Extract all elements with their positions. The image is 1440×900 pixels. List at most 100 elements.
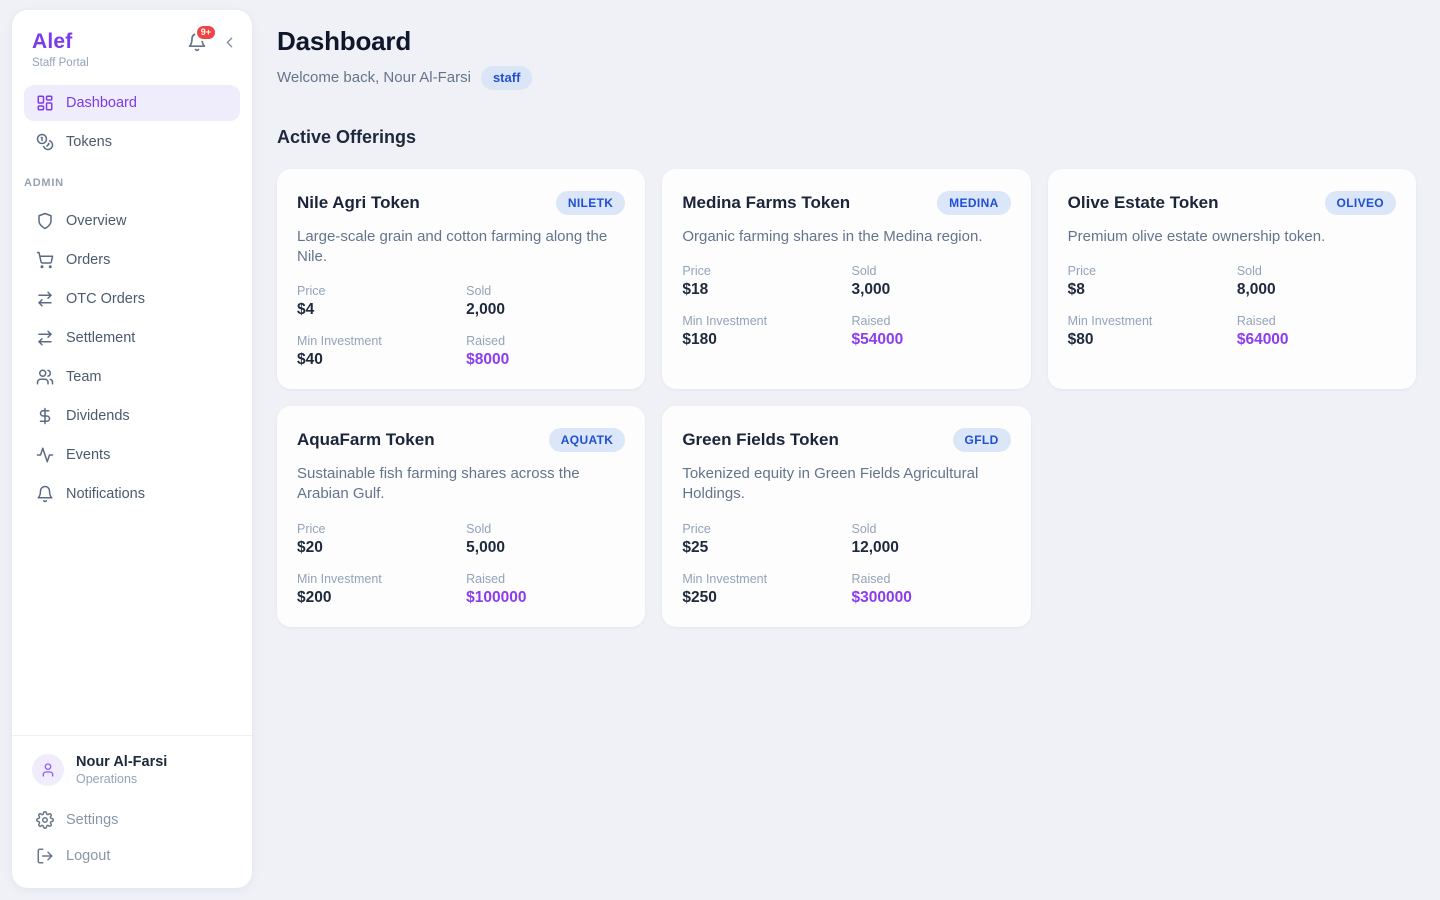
logout-label: Logout	[66, 848, 111, 864]
stat-min-value: $200	[297, 588, 332, 606]
nav-item-label: OTC Orders	[66, 291, 145, 307]
stat-raised-value: $54000	[851, 330, 904, 348]
sidebar-item-orders[interactable]: Orders	[24, 242, 240, 278]
coins-icon	[36, 133, 54, 151]
stat-raised: Raised $100000	[466, 572, 625, 607]
sidebar-item-overview[interactable]: Overview	[24, 203, 240, 239]
offering-name: Nile Agri Token	[297, 192, 420, 212]
sidebar-item-settlement[interactable]: Settlement	[24, 320, 240, 356]
user-icon	[40, 762, 56, 778]
sidebar-footer: Nour Al-Farsi Operations Settings Logout	[12, 735, 252, 888]
stat-min-label: Min Investment	[682, 571, 768, 586]
stat-raised: Raised $54000	[851, 314, 1010, 349]
sidebar-item-notifications[interactable]: Notifications	[24, 476, 240, 512]
sidebar-item-tokens[interactable]: Tokens	[24, 124, 240, 160]
sidebar-item-logout[interactable]: Logout	[24, 838, 240, 874]
layout-dashboard-icon	[36, 94, 54, 112]
stat-sold-value: 5,000	[466, 538, 505, 556]
token-symbol-badge: AQUATK	[548, 428, 626, 453]
sidebar-item-events[interactable]: Events	[24, 437, 240, 473]
stat-price-label: Price	[297, 521, 326, 536]
stat-sold-value: 12,000	[851, 538, 899, 556]
admin-section-label: ADMIN	[24, 177, 64, 189]
user-role: Operations	[76, 772, 138, 786]
stat-price: Price $18	[682, 264, 841, 299]
stat-sold: Sold 8,000	[1237, 264, 1396, 299]
offering-card: Olive Estate Token OLIVEO Premium olive …	[1047, 168, 1416, 390]
stat-sold-label: Sold	[851, 263, 877, 278]
sidebar-item-otc-orders[interactable]: OTC Orders	[24, 281, 240, 317]
nav-item-label: Notifications	[66, 486, 145, 502]
stat-price-label: Price	[682, 263, 711, 278]
notifications-bell-button[interactable]: 9+	[187, 24, 217, 52]
activity-icon	[36, 446, 54, 464]
nav-item-label: Overview	[66, 213, 127, 229]
stat-min-investment: Min Investment $80	[1068, 314, 1227, 349]
stat-min-value: $180	[682, 330, 717, 348]
offering-name: Medina Farms Token	[682, 192, 851, 212]
sidebar: Alef Staff Portal 9+ Dashboard Tokens AD…	[12, 10, 252, 888]
arrows-swap-icon	[36, 290, 54, 308]
notification-count-badge: 9+	[194, 24, 217, 41]
stat-price-value: $18	[682, 280, 709, 298]
settings-label: Settings	[66, 812, 119, 828]
stat-min-value: $80	[1067, 330, 1094, 348]
stat-sold-value: 3,000	[851, 280, 891, 298]
stat-raised-label: Raised	[1236, 313, 1276, 328]
stat-price: Price $25	[682, 522, 841, 557]
stat-raised-label: Raised	[466, 334, 506, 349]
sidebar-item-settings[interactable]: Settings	[24, 802, 240, 838]
sidebar-item-dashboard[interactable]: Dashboard	[24, 85, 240, 121]
stat-sold-value: 8,000	[1236, 280, 1276, 298]
stat-min-investment: Min Investment $250	[682, 572, 841, 607]
stat-price-value: $20	[297, 538, 323, 556]
stat-raised-label: Raised	[466, 571, 506, 586]
sidebar-item-team[interactable]: Team	[24, 359, 240, 395]
sidebar-nav-admin: Overview Orders OTC Orders Settlement Te…	[12, 197, 252, 515]
stat-raised: Raised $300000	[851, 572, 1010, 607]
user-name: Nour Al-Farsi	[76, 754, 168, 770]
sidebar-nav-main: Dashboard Tokens	[12, 79, 252, 163]
offering-card: Medina Farms Token MEDINA Organic farmin…	[662, 168, 1031, 390]
stat-raised-value: $300000	[851, 588, 912, 606]
nav-item-label: Settlement	[66, 330, 136, 346]
page-title: Dashboard	[277, 26, 412, 56]
stat-sold-label: Sold	[466, 284, 492, 299]
sidebar-item-dividends[interactable]: Dividends	[24, 398, 240, 434]
stat-price: Price $4	[297, 284, 456, 319]
sidebar-collapse-button[interactable]	[221, 34, 238, 51]
brand-subtitle: Staff Portal	[32, 57, 89, 69]
offering-description: Organic farming shares in the Medina reg…	[682, 227, 983, 245]
stat-sold: Sold 3,000	[851, 264, 1010, 299]
stat-raised: Raised $8000	[466, 334, 625, 369]
stat-min-value: $250	[682, 588, 717, 606]
token-symbol-badge: OLIVEO	[1324, 190, 1396, 215]
logout-icon	[36, 847, 54, 865]
stat-raised-label: Raised	[851, 313, 891, 328]
stat-raised: Raised $64000	[1237, 314, 1396, 349]
stat-min-label: Min Investment	[297, 571, 382, 586]
offering-card: AquaFarm Token AQUATK Sustainable fish f…	[277, 406, 646, 627]
nav-item-label: Orders	[66, 252, 111, 268]
stat-price-label: Price	[297, 284, 326, 299]
stat-raised-label: Raised	[851, 571, 891, 586]
stat-price-label: Price	[682, 521, 711, 536]
users-icon	[36, 368, 54, 386]
offerings-grid: Nile Agri Token NILETK Large-scale grain…	[277, 168, 1416, 627]
offering-name: Olive Estate Token	[1067, 192, 1219, 212]
stat-min-investment: Min Investment $180	[682, 314, 841, 349]
nav-item-label: Tokens	[66, 134, 112, 150]
token-symbol-badge: GFLD	[952, 428, 1011, 453]
stat-price: Price $20	[297, 522, 456, 557]
token-symbol-badge: NILETK	[555, 190, 626, 215]
stat-sold-label: Sold	[851, 521, 877, 536]
bell-icon	[36, 485, 54, 503]
offering-name: AquaFarm Token	[297, 430, 435, 450]
stat-sold: Sold 5,000	[466, 522, 625, 557]
nav-item-label: Dashboard	[66, 95, 137, 111]
dollar-icon	[36, 407, 54, 425]
user-profile[interactable]: Nour Al-Farsi Operations	[24, 754, 240, 802]
stat-price-value: $8	[1067, 280, 1085, 298]
offering-description: Premium olive estate ownership token.	[1067, 227, 1326, 245]
shield-icon	[36, 212, 54, 230]
